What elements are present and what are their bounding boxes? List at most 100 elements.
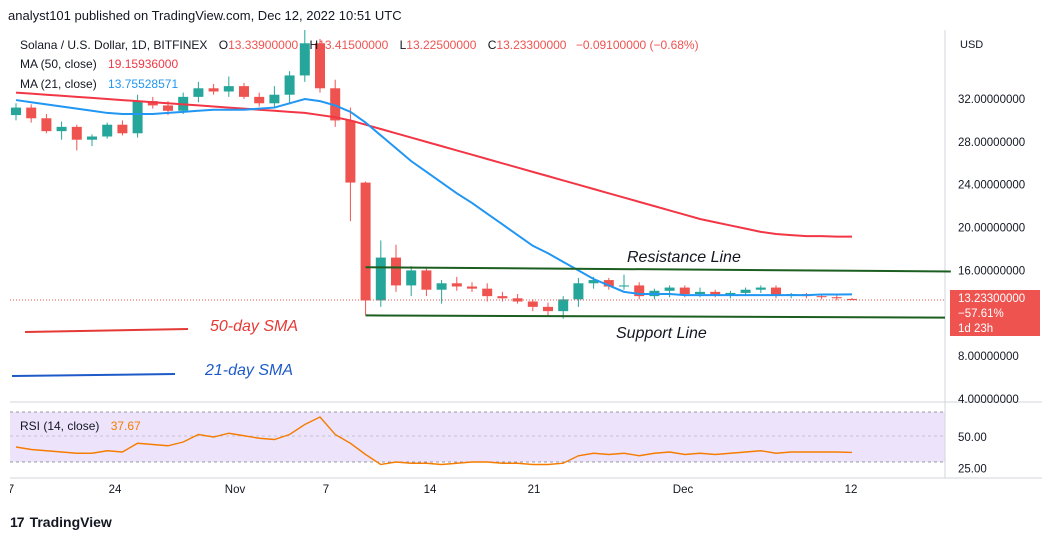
ohlc-l-label: L — [399, 38, 407, 52]
price-pane — [10, 30, 945, 402]
candle-body — [421, 270, 432, 290]
candle-body — [573, 283, 584, 300]
last-price-change: −57.61% — [958, 308, 1004, 320]
ohlc-h: 13.41500000 — [318, 38, 389, 52]
price-tick-label: 32.00000000 — [958, 94, 1025, 106]
ohlc-o: 13.33900000 — [228, 38, 299, 52]
candle-body — [497, 296, 508, 299]
candle-body — [740, 289, 751, 293]
price-tick-label: 28.00000000 — [958, 137, 1025, 149]
ohlc-c-label: C — [487, 38, 497, 52]
ma50-value: 19.15936000 — [108, 57, 179, 71]
currency-label: USD — [960, 39, 983, 51]
candle-body — [56, 126, 67, 132]
sma50-marker — [24, 328, 189, 333]
candle-body — [163, 105, 173, 111]
candle-body — [436, 283, 447, 290]
candle-body — [87, 136, 97, 140]
candle-body — [755, 287, 766, 290]
time-tick-label: Nov — [225, 484, 246, 496]
price-tick-label: 8.00000000 — [958, 351, 1019, 363]
candle-body — [558, 299, 569, 312]
candle-body — [284, 75, 295, 95]
candle-body — [71, 126, 82, 140]
publish-header: analyst101 published on TradingView.com,… — [8, 8, 402, 23]
candle-body — [406, 270, 417, 286]
price-tick-label: 24.00000000 — [958, 180, 1025, 192]
bar-countdown: 1d 23h — [958, 323, 994, 335]
candle-body — [299, 43, 310, 76]
ma21-label: MA (21, close) — [20, 77, 97, 91]
price-tick-label: 4.00000000 — [958, 394, 1019, 406]
candle-body — [102, 124, 113, 137]
time-tick-label: 12 — [845, 484, 858, 496]
rsi-group — [15, 416, 853, 466]
candle-body — [831, 297, 842, 299]
candle-body — [710, 291, 721, 296]
ma21-line — [15, 97, 853, 297]
last-price-tag: 13.23300000 −57.61% 1d 23h — [950, 290, 1040, 336]
candle-body — [588, 280, 599, 284]
candle-body — [132, 101, 143, 134]
last-price-value: 13.23300000 — [958, 293, 1026, 305]
candle-body — [771, 287, 781, 296]
time-tick-label: Dec — [673, 484, 694, 496]
legend-symbol-row: Solana / U.S. Dollar, 1D, BITFINEX O13.3… — [20, 38, 699, 52]
support-line — [365, 314, 946, 319]
candle-body — [375, 257, 386, 301]
candle-body — [147, 101, 158, 106]
candle-body — [345, 120, 356, 183]
candle-body — [223, 86, 234, 92]
price-tick-label: 20.00000000 — [958, 223, 1025, 235]
ohlc-change: −0.09100000 (−0.68%) — [575, 38, 699, 52]
candle-body — [391, 257, 401, 286]
ma50-line — [15, 91, 852, 238]
candle-body — [603, 280, 614, 287]
time-tick-label: 7 — [323, 484, 329, 496]
legend-ma50-row: MA (50, close) 19.15936000 — [20, 57, 178, 71]
candle-body — [543, 306, 553, 312]
candle-body — [117, 124, 128, 134]
candle-body — [360, 182, 371, 301]
sma21-label: 21-day SMA — [204, 362, 293, 379]
price-chart[interactable]: 32.00000000 28.00000000 24.00000000 20.0000… — [10, 30, 1042, 498]
candle-body — [239, 86, 249, 97]
candle-body — [527, 301, 538, 307]
rsi-value: 37.67 — [110, 419, 141, 433]
levels-group — [365, 266, 951, 319]
footer-brand[interactable]: 17 TradingView — [10, 514, 112, 530]
price-tick-label: 16.00000000 — [958, 265, 1025, 277]
candle-body — [467, 286, 477, 289]
time-tick-label: 21 — [528, 484, 541, 496]
resistance-line — [365, 266, 951, 273]
candle-body — [208, 88, 219, 92]
candle-body — [254, 96, 265, 104]
rsi-tick-label: 50.00 — [958, 432, 987, 444]
legend-ma21-row: MA (21, close) 13.75528571 — [20, 77, 178, 91]
moving-averages-group — [15, 91, 853, 297]
sma50-label: 50-day SMA — [210, 318, 298, 335]
ma21-value: 13.75528571 — [108, 77, 179, 91]
time-axis-group: 7 24 Nov 7 14 21 Dec 12 — [10, 484, 857, 496]
sma21-marker — [11, 373, 176, 377]
price-axis-group: 32.00000000 28.00000000 24.00000000 20.0000… — [958, 94, 1025, 475]
tradingview-logo-icon: 17 — [10, 514, 25, 530]
candle-body — [847, 298, 857, 301]
legend-rsi-row: RSI (14, close) 37.67 — [20, 419, 141, 433]
candle-body — [451, 283, 462, 287]
ohlc-h-label: H — [309, 38, 319, 52]
candle-body — [11, 107, 21, 116]
ohlc-l: 13.22500000 — [406, 38, 477, 52]
candle-body — [634, 285, 645, 297]
candle-body — [695, 291, 705, 294]
candle-body — [315, 43, 325, 89]
candle-body — [482, 288, 493, 297]
candle-body — [269, 94, 280, 104]
rsi-line — [15, 416, 853, 466]
candle-body — [619, 285, 629, 287]
time-tick-label: 14 — [424, 484, 437, 496]
candle-body — [816, 296, 827, 298]
candle-body — [41, 118, 52, 132]
rsi-label: RSI (14, close) — [20, 419, 100, 433]
candle-body — [679, 287, 690, 294]
